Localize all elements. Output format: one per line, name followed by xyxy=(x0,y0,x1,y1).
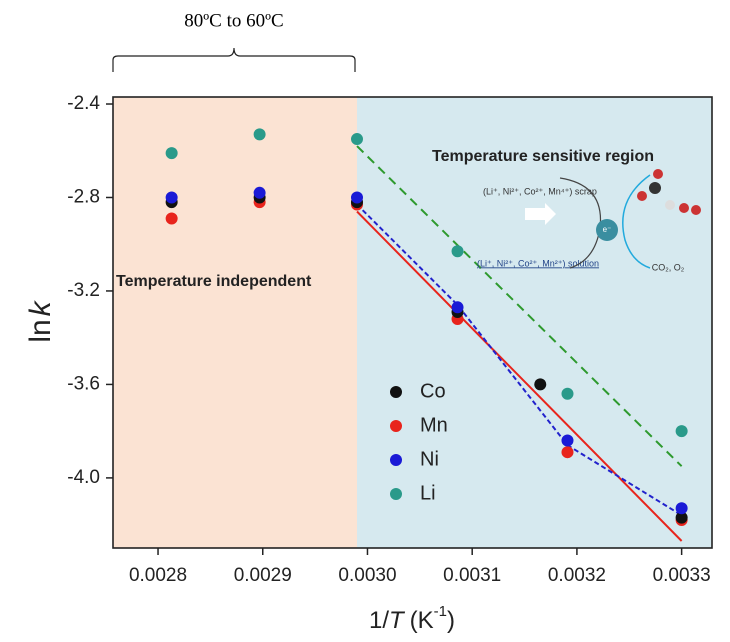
region-label: Temperature independent xyxy=(116,273,312,290)
fit-line xyxy=(356,145,683,467)
y-label-part: k xyxy=(24,299,57,316)
y-label-part: ln xyxy=(24,319,57,342)
x-tick-label: 0.0033 xyxy=(653,565,711,586)
fit-line xyxy=(356,203,683,517)
point xyxy=(675,425,688,438)
x-tick-label: 0.0028 xyxy=(129,565,187,586)
point xyxy=(675,511,688,524)
region xyxy=(113,97,357,548)
inset-solution: (Li⁺, Ni²⁺, Co²⁺, Mn²⁺) solution xyxy=(477,258,599,268)
point xyxy=(165,212,178,225)
legend-label: Ni xyxy=(420,448,439,470)
y-tick-label: -3.6 xyxy=(67,373,100,394)
bracket xyxy=(112,47,356,72)
points: Co Mn Ni Li xyxy=(165,128,688,526)
inset-arrow xyxy=(525,203,556,225)
x-label-part: -1 xyxy=(434,603,447,620)
inset-gases: CO₂, O₂ xyxy=(652,262,685,272)
point xyxy=(534,378,547,391)
x-tick-label: 0.0030 xyxy=(338,565,396,586)
y-tick-label: -3.2 xyxy=(67,280,100,301)
legend-marker xyxy=(390,420,402,432)
x-axis-label: 1/T (K-1) xyxy=(369,603,455,634)
point xyxy=(350,133,363,146)
inset-electron: e⁻ xyxy=(603,225,612,234)
point xyxy=(451,245,464,258)
inset: (Li⁺, Ni²⁺, Co²⁺, Mn⁴⁺) scrap (Li⁺, Ni²⁺… xyxy=(477,169,701,272)
point xyxy=(350,191,363,204)
fit-line xyxy=(356,210,683,542)
legend-label: Li xyxy=(420,482,436,504)
point xyxy=(561,446,574,459)
legend-label: Mn xyxy=(420,414,448,436)
point xyxy=(451,301,464,314)
x-tick-label: 0.0031 xyxy=(443,565,501,586)
bracket-label: 80ºC to 60ºC xyxy=(184,10,283,31)
inset-scrap: (Li⁺, Ni²⁺, Co²⁺, Mn⁴⁺) scrap xyxy=(483,186,597,196)
axes: 0.0028 0.0029 0.0030 0.0031 0.0032 0.0033 -2.4… xyxy=(24,93,711,634)
x-label-part: ) xyxy=(447,607,455,634)
fits xyxy=(356,145,683,542)
point xyxy=(561,434,574,447)
point xyxy=(253,186,266,199)
regions: Temperature independent Temperature sensi… xyxy=(113,97,712,548)
point xyxy=(253,128,266,141)
legend-label: Co xyxy=(420,380,446,402)
x-tick-label: 0.0029 xyxy=(234,565,292,586)
y-tick-label: -2.8 xyxy=(67,186,100,207)
y-tick-label: -2.4 xyxy=(67,93,100,114)
legend-marker xyxy=(390,454,402,466)
plot-frame xyxy=(112,96,713,549)
y-tick-label: -4.0 xyxy=(67,467,100,488)
y-axis-label: ln k xyxy=(24,299,57,342)
legend-marker xyxy=(390,488,402,500)
point xyxy=(561,387,574,400)
x-tick-label: 0.0032 xyxy=(548,565,606,586)
x-label-part: (K xyxy=(410,607,434,634)
inset-curve-blue xyxy=(622,174,651,269)
x-label-part: 1/ xyxy=(369,607,389,634)
point xyxy=(165,191,178,204)
legend-marker xyxy=(390,386,402,398)
inset-electron-ball xyxy=(596,219,618,241)
region-label: Temperature sensitive region xyxy=(432,148,654,165)
point xyxy=(165,147,178,160)
point xyxy=(675,502,688,515)
x-label-part: T xyxy=(389,607,406,634)
region xyxy=(356,97,712,548)
